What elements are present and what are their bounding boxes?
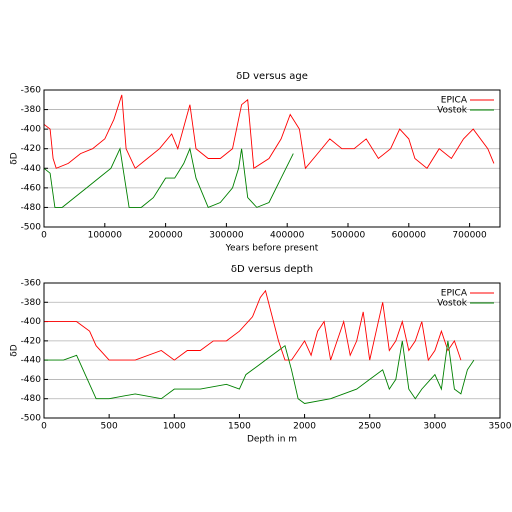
y-tick-label: -420 — [21, 336, 42, 346]
x-tick-label: 500 — [101, 422, 118, 432]
series-line — [44, 340, 475, 404]
y-tick-label: -480 — [21, 394, 42, 404]
x-tick-label: 2000 — [293, 422, 316, 432]
y-tick-label: -400 — [21, 317, 42, 327]
y-tick-label: -460 — [21, 375, 42, 385]
legend-label: EPICA — [441, 289, 468, 299]
chart-title: δD versus age — [236, 71, 308, 82]
y-tick-label: -380 — [21, 105, 42, 115]
x-tick-label: 0 — [41, 231, 47, 241]
plot-frame — [43, 89, 501, 228]
x-tick-label: 3000 — [423, 422, 446, 432]
y-axis-label: δD — [10, 152, 20, 165]
y-tick-label: -400 — [21, 125, 42, 135]
y-tick-label: -480 — [21, 203, 42, 213]
x-tick-label: 0 — [41, 422, 47, 432]
y-tick-label: -460 — [21, 183, 42, 193]
x-tick-label: 600000 — [392, 231, 427, 241]
x-tick-label: 3500 — [489, 422, 512, 432]
y-tick-label: -440 — [21, 164, 42, 174]
y-tick-label: -380 — [21, 298, 42, 308]
x-tick-label: 400000 — [270, 231, 305, 241]
x-tick-label: 300000 — [209, 231, 244, 241]
plot-frame — [43, 282, 501, 419]
x-tick-label: 100000 — [88, 231, 123, 241]
x-tick-label: 1500 — [228, 422, 251, 432]
y-tick-label: -440 — [21, 356, 42, 366]
x-tick-label: 2500 — [358, 422, 381, 432]
x-tick-label: 500000 — [331, 231, 366, 241]
y-tick-label: -500 — [21, 414, 42, 424]
x-tick-label: 200000 — [148, 231, 183, 241]
x-axis-label: Years before present — [225, 244, 319, 254]
legend-label: EPICA — [441, 96, 468, 106]
series-line — [44, 289, 462, 362]
series-line — [43, 147, 294, 208]
x-tick-label: 1000 — [163, 422, 186, 432]
chart-title: δD versus depth — [231, 264, 313, 275]
y-axis-label: δD — [10, 344, 20, 357]
y-tick-label: -360 — [21, 86, 42, 96]
legend-label: Vostok — [437, 106, 468, 116]
y-tick-label: -420 — [21, 144, 42, 154]
y-tick-label: -500 — [21, 223, 42, 233]
subplot: δD versus depth Depth in m δD -360 -380 -400 -… — [10, 264, 512, 445]
series-line — [43, 94, 495, 170]
subplot: δD versus age Years before present δD -360 -… — [10, 71, 501, 254]
y-tick-label: -360 — [21, 279, 42, 289]
x-tick-label: 700000 — [452, 231, 487, 241]
legend-label: Vostok — [437, 299, 468, 309]
x-axis-label: Depth in m — [247, 435, 297, 445]
